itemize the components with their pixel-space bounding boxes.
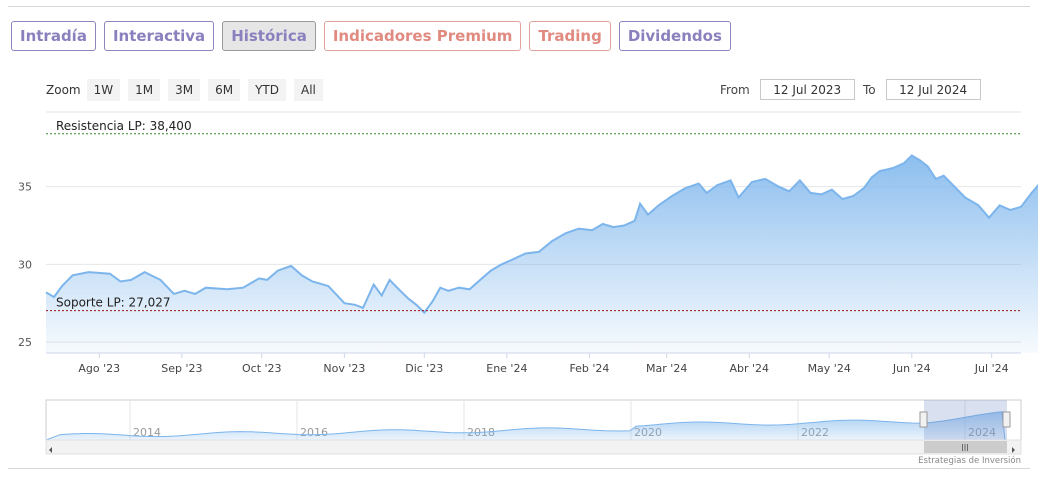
to-date-input[interactable] <box>885 79 981 100</box>
x-tick-label-10: Jun '24 <box>892 362 931 375</box>
scrollbar-track <box>45 439 1022 455</box>
chart-tabs: Intradía Interactiva Histórica Indicador… <box>11 21 731 51</box>
tab-historica[interactable]: Histórica <box>222 21 316 51</box>
x-tick-label-11: Jul '24 <box>974 362 1009 375</box>
tab-indicadores-premium[interactable]: Indicadores Premium <box>323 21 522 51</box>
from-date-input[interactable] <box>759 79 855 100</box>
resistance-label: Resistencia LP: 38,400 <box>56 119 192 133</box>
x-tick-label-2: Oct '23 <box>242 362 282 375</box>
x-tick-label-3: Nov '23 <box>323 362 365 375</box>
tab-intradia[interactable]: Intradía <box>11 21 96 51</box>
y-tick-label-30: 30 <box>18 258 32 271</box>
bottom-divider <box>8 468 1030 469</box>
scroll-right-arrow-icon <box>1012 447 1015 453</box>
x-tick-label-0: Ago '23 <box>78 362 120 375</box>
scrollbar-thumb <box>924 441 1007 453</box>
x-tick-label-6: Feb '24 <box>569 362 609 375</box>
tab-interactiva[interactable]: Interactiva <box>103 21 215 51</box>
navigator-series <box>45 411 1006 441</box>
x-tick-label-1: Sep '23 <box>161 362 202 375</box>
zoom-6m-button[interactable]: 6M <box>208 79 241 101</box>
x-tick-label-9: May '24 <box>808 362 851 375</box>
to-label: To <box>863 82 876 97</box>
zoom-label: Zoom <box>46 83 81 97</box>
x-tick-label-5: Ene '24 <box>486 362 527 375</box>
x-tick-label-4: Dic '23 <box>405 362 443 375</box>
from-label: From <box>720 82 750 97</box>
zoom-selector: Zoom 1W 1M 3M 6M YTD All <box>46 79 331 101</box>
support-label: Soporte LP: 27,027 <box>56 296 171 310</box>
range-from: From <box>720 79 855 100</box>
y-tick-label-35: 35 <box>18 181 32 194</box>
tab-trading[interactable]: Trading <box>529 21 611 51</box>
price-line <box>45 154 1038 315</box>
x-tick-label-8: Abr '24 <box>729 362 769 375</box>
zoom-3m-button[interactable]: 3M <box>168 79 201 101</box>
top-divider <box>8 6 1030 7</box>
y-tick-label-25: 25 <box>18 336 32 349</box>
zoom-1w-button[interactable]: 1W <box>86 79 121 101</box>
zoom-all-button[interactable]: All <box>294 79 323 101</box>
range-to: To <box>863 79 981 100</box>
scrollbar-grip-icon: lll <box>961 444 969 454</box>
navigator-left-handle <box>919 411 928 428</box>
navigator-right-handle <box>1002 411 1011 428</box>
chart-credit: Estrategias de Inversión <box>918 456 1021 466</box>
zoom-1m-button[interactable]: 1M <box>128 79 161 101</box>
scroll-left-arrow-icon <box>49 447 52 453</box>
price-area <box>46 155 1038 353</box>
zoom-ytd-button[interactable]: YTD <box>248 79 286 101</box>
tab-dividendos[interactable]: Dividendos <box>618 21 731 51</box>
x-tick-label-7: Mar '24 <box>646 362 687 375</box>
